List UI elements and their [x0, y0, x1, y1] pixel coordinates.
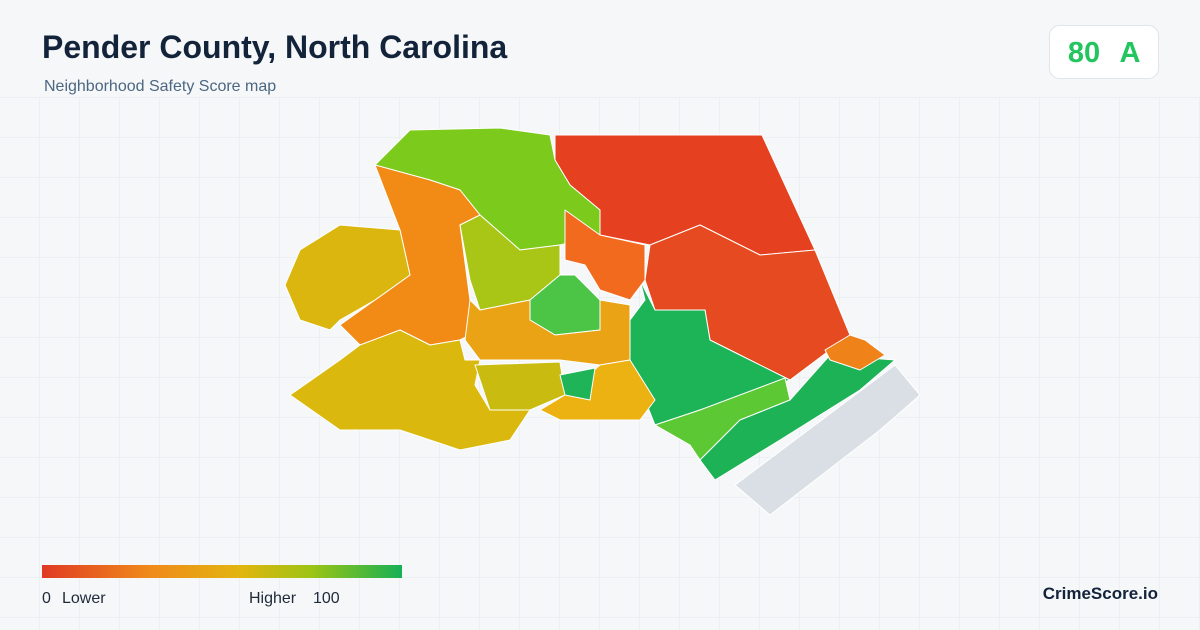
title: Pender County, North Carolina [42, 29, 507, 65]
score-grade: A [1120, 37, 1141, 69]
legend-scale [42, 565, 402, 578]
region [564, 209, 646, 301]
region [559, 367, 596, 401]
region [539, 359, 656, 421]
map [284, 127, 921, 516]
region [474, 361, 566, 411]
brand: CrimeScore.io [1043, 584, 1158, 603]
legend-min: 0 [42, 590, 51, 607]
region [464, 299, 631, 366]
region [824, 334, 886, 371]
barrier-island [734, 364, 921, 516]
score-badge [1049, 25, 1159, 79]
score-value: 80 [1068, 37, 1100, 69]
legend-max-label: Higher [249, 590, 297, 607]
region [699, 354, 896, 481]
legend-min-label: Lower [62, 590, 106, 607]
subtitle: Neighborhood Safety Score map [44, 78, 276, 95]
region [284, 224, 411, 331]
legend-max: 100 [313, 590, 340, 607]
